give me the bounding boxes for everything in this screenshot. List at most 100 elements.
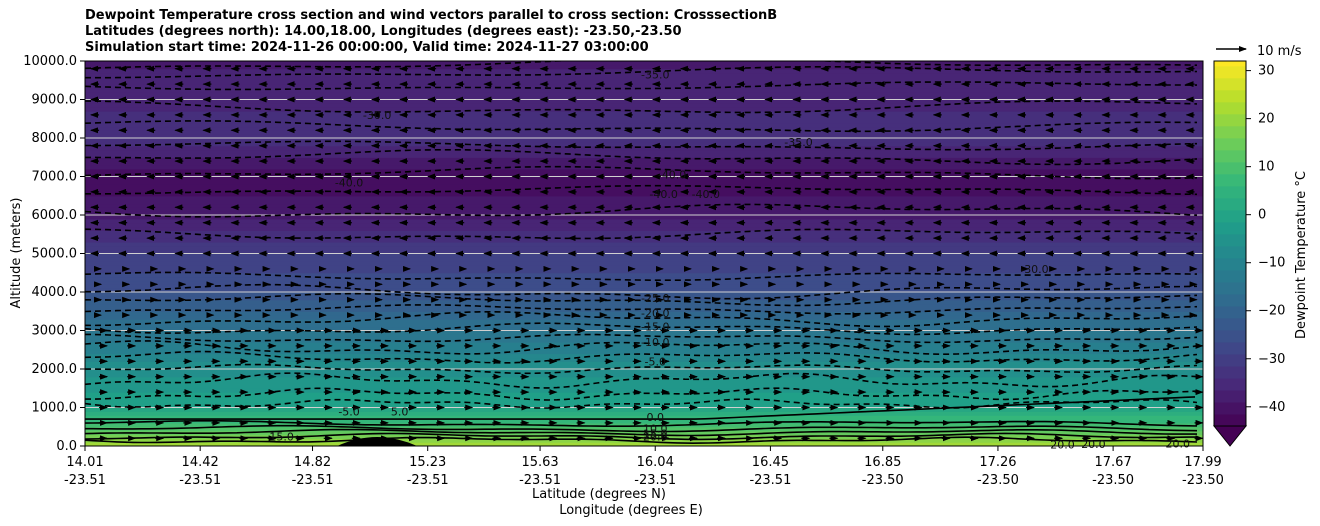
dewpoint-band (85, 265, 1203, 270)
title-line-3: Simulation start time: 2024-11-26 00:00:… (85, 40, 649, 55)
dewpoint-band (85, 399, 1203, 405)
dewpoint-band (85, 318, 1203, 324)
contour-label: -40.0 (335, 176, 363, 189)
colorbar-segment (1214, 245, 1246, 259)
dewpoint-band (85, 372, 1203, 378)
contour-line-negative (85, 271, 1198, 281)
dewpoint-band (85, 261, 1203, 266)
colorbar-segment (1214, 65, 1246, 79)
y-tick-label: 2000.0 (32, 362, 78, 377)
contour-line-zero (85, 396, 1196, 420)
dewpoint-band (85, 315, 1203, 320)
dewpoint-band (85, 95, 1203, 101)
contour-label: -5.0 (338, 405, 359, 418)
x-tick-label-lon: -23.50 (862, 473, 904, 488)
contour-labels: -35.0 -30.0 -40.0 -40.0 -40.0 -40.0 -35.0 -30.0… (269, 68, 1190, 451)
dewpoint-band (85, 249, 1203, 255)
dewpoint-band (85, 238, 1203, 243)
x-axis: 14.01 -23.51 14.42 -23.51 14.82 -23.51 15.23 -2… (64, 446, 1224, 488)
contour-line-negative (85, 140, 1198, 151)
y-tick-label: 8000.0 (32, 131, 78, 146)
contour-label: -25.0 (641, 292, 669, 305)
x-tick-label-lon: -23.50 (1182, 473, 1224, 488)
colorbar-segment (1214, 77, 1246, 91)
dewpoint-band (85, 226, 1203, 231)
x-tick-label-lat: 14.82 (294, 455, 331, 470)
dewpoint-band (85, 422, 1203, 428)
dewpoint-band (85, 388, 1203, 393)
x-tick-label-lat: 14.01 (66, 455, 103, 470)
contour-label: -10.0 (641, 336, 669, 349)
dewpoint-band (85, 107, 1203, 112)
dewpoint-band (85, 357, 1203, 362)
x-tick-label-lon: -23.51 (292, 473, 334, 488)
x-tick-label-lat: 15.23 (409, 455, 446, 470)
contour-line-negative (85, 304, 1198, 315)
dewpoint-band (85, 303, 1203, 308)
dewpoint-band (85, 292, 1203, 297)
x-tick-label-lon: -23.51 (179, 473, 221, 488)
dewpoint-band (85, 384, 1203, 389)
y-tick-label: 6000.0 (32, 208, 78, 223)
x-tick-label-lat: 16.45 (752, 455, 789, 470)
y-tick-label: 4000.0 (32, 285, 78, 300)
contour-label: -20.0 (641, 307, 669, 320)
dewpoint-band (85, 334, 1203, 339)
dewpoint-band (85, 153, 1203, 158)
y-tick-label: 1000.0 (32, 401, 78, 416)
x-tick-label-lat: 17.26 (979, 455, 1016, 470)
contour-label: -35.0 (784, 136, 812, 149)
x-tick-label-lon: -23.51 (407, 473, 449, 488)
dewpoint-band (85, 122, 1203, 128)
contour-line-negative (85, 203, 1198, 218)
dewpoint-band (85, 288, 1203, 293)
dewpoint-band (85, 299, 1203, 305)
dewpoint-band (85, 111, 1203, 116)
dewpoint-band (85, 426, 1203, 432)
dewpoint-band (85, 188, 1203, 193)
contour-line-negative (85, 311, 1198, 328)
dewpoint-band (85, 215, 1203, 220)
contour-line-negative (85, 292, 1198, 307)
colorbar-segment (1214, 149, 1246, 163)
colorbar-segment (1214, 329, 1246, 343)
colorbar-segment (1214, 113, 1246, 127)
x-axis-label-secondary: Longitude (degrees E) (559, 503, 703, 518)
x-tick-label-lat: 16.04 (637, 455, 674, 470)
colorbar-segment (1214, 209, 1246, 223)
contour-line-positive (85, 428, 1197, 437)
dewpoint-band (85, 149, 1203, 154)
contour-lines (85, 61, 1198, 445)
x-tick-label-lat: 17.99 (1184, 455, 1221, 470)
dewpoint-band (85, 80, 1203, 85)
contour-line-negative (85, 120, 1197, 133)
contour-label: 15.0 (643, 428, 668, 441)
dewpoint-band (85, 211, 1203, 216)
colorbar-segment (1214, 413, 1246, 427)
contour-label: -40.0 (692, 188, 720, 201)
dewpoint-band (85, 118, 1203, 124)
colorbar-tick-label: 0 (1258, 208, 1266, 223)
dewpoint-band (85, 307, 1203, 312)
contour-line-negative (85, 228, 1198, 240)
y-tick-label: 7000.0 (32, 170, 78, 185)
x-axis-label: Latitude (degrees N) (532, 487, 666, 502)
dewpoint-band (85, 365, 1203, 370)
dewpoint-band (85, 338, 1203, 343)
dewpoint-band (85, 195, 1203, 201)
colorbar-segment (1214, 401, 1246, 415)
contour-label: -35.0 (641, 68, 669, 81)
dewpoint-band (85, 126, 1203, 131)
dewpoint-band (85, 218, 1203, 224)
dewpoint-band (85, 268, 1203, 274)
contour-line-negative (85, 350, 1198, 364)
contour-label: 20.0 (1050, 438, 1075, 451)
y-tick-label: 9000.0 (32, 93, 78, 108)
dewpoint-band (85, 395, 1203, 401)
contour-label: -40.0 (649, 188, 677, 201)
colorbar-segment (1214, 101, 1246, 115)
title-line-1: Dewpoint Temperature cross section and w… (85, 8, 778, 23)
colorbar: 30 20 10 0 −10 −20 −30 −40 (1212, 60, 1285, 447)
dewpoint-band (85, 114, 1203, 120)
dewpoint-band (85, 199, 1203, 205)
